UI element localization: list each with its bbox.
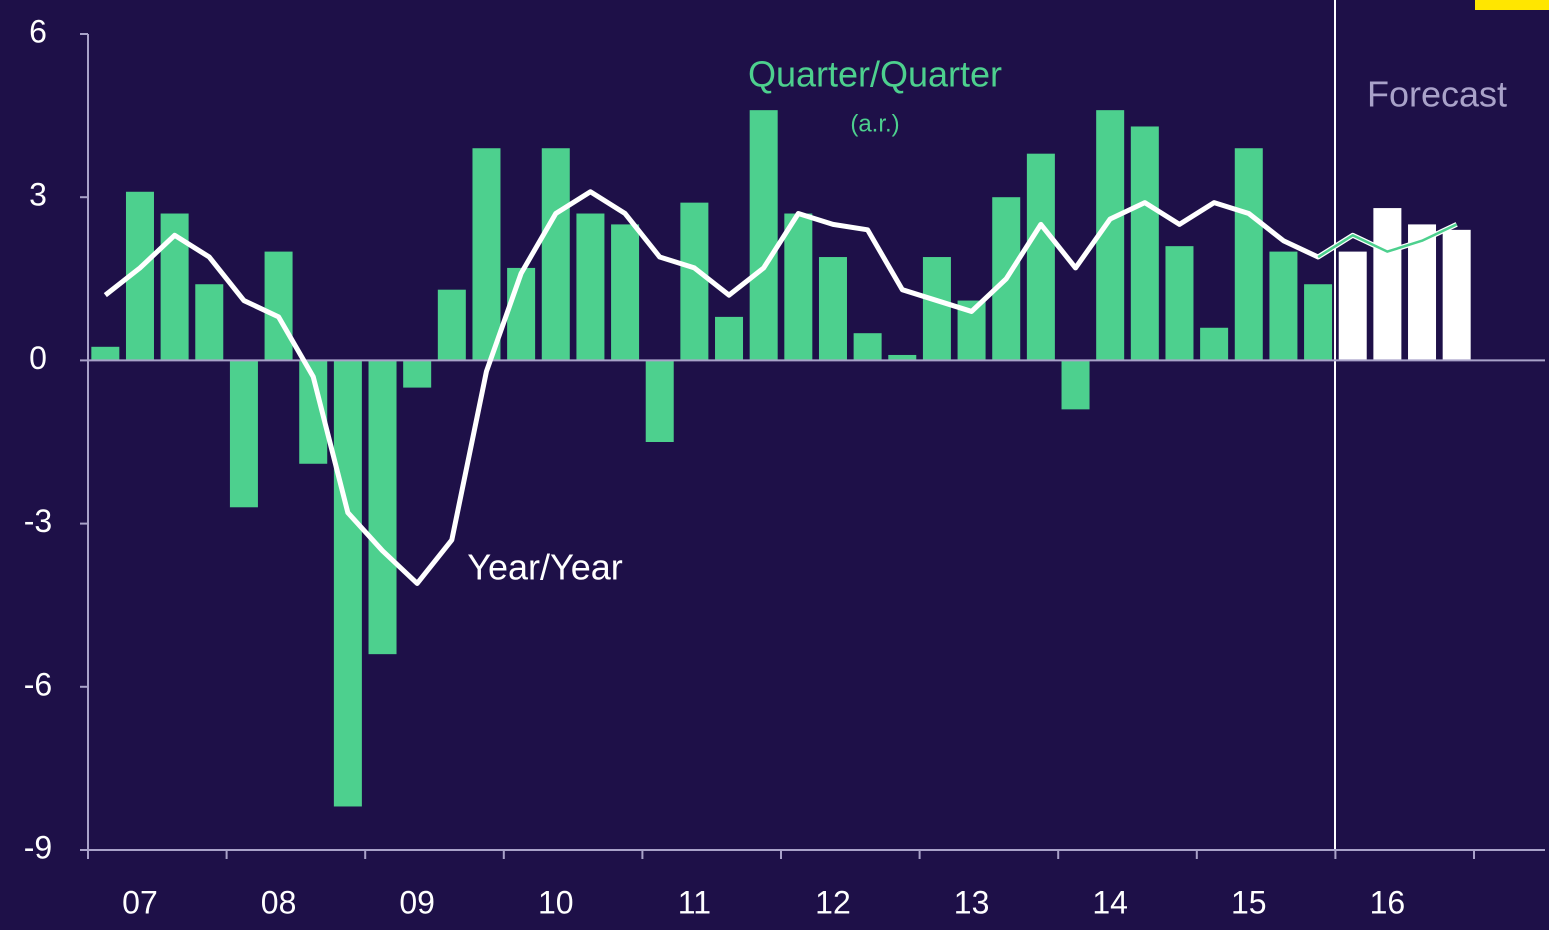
bar: [645, 360, 674, 442]
bar: [1200, 327, 1229, 361]
x-tick-label: 14: [1092, 884, 1128, 920]
bar: [888, 354, 917, 361]
x-tick-label: 11: [678, 884, 711, 920]
bar: [541, 148, 570, 361]
series-note: (a.r.): [850, 110, 899, 137]
bar: [1165, 246, 1194, 361]
bar: [507, 267, 536, 361]
y-tick-label: 0: [29, 340, 47, 376]
bar: [749, 110, 778, 361]
bar: [403, 360, 432, 388]
bar: [1234, 148, 1263, 361]
bar: [922, 257, 951, 361]
bar: [818, 257, 847, 361]
x-tick-label: 07: [122, 884, 158, 920]
forecast-line-highlight: [1317, 223, 1458, 259]
bar: [1026, 153, 1055, 361]
line: [103, 189, 1458, 586]
x-tick-label: 12: [815, 884, 851, 920]
x-tick-label: 13: [954, 884, 990, 920]
bar: [368, 360, 397, 655]
bar: [715, 316, 744, 361]
x-tick-label: 09: [399, 884, 435, 920]
y-tick-label: -9: [24, 829, 52, 865]
x-tick-label: 08: [261, 884, 297, 920]
bar: [229, 360, 258, 508]
x-tick-label: 16: [1370, 884, 1406, 920]
bar: [472, 148, 501, 361]
y-tick-label: 6: [29, 13, 47, 49]
series-label: Quarter/Quarter: [748, 54, 1002, 95]
bar: [611, 224, 640, 361]
series-label: Year/Year: [467, 547, 622, 588]
bar: [1338, 251, 1367, 361]
y-tick-label: -3: [24, 503, 52, 539]
bar: [1408, 224, 1437, 361]
y-tick-label: -6: [24, 666, 52, 702]
bar: [680, 202, 709, 361]
bar: [91, 346, 120, 361]
bar: [853, 333, 882, 361]
forecast-label: Forecast: [1367, 74, 1507, 115]
x-tick-label: 10: [538, 884, 574, 920]
bar: [784, 213, 813, 361]
bar: [1130, 126, 1159, 361]
bar: [333, 360, 362, 807]
x-tick-label: 15: [1231, 884, 1267, 920]
bar: [1373, 208, 1402, 361]
bar: [437, 289, 466, 361]
bar: [1304, 284, 1333, 361]
corner-accent: [1475, 0, 1549, 10]
bar: [264, 251, 293, 361]
bar: [576, 213, 605, 361]
bar: [1442, 229, 1471, 361]
bar: [195, 284, 224, 361]
bar: [1061, 360, 1090, 410]
y-tick-label: 3: [29, 177, 47, 213]
bar: [1269, 251, 1298, 361]
